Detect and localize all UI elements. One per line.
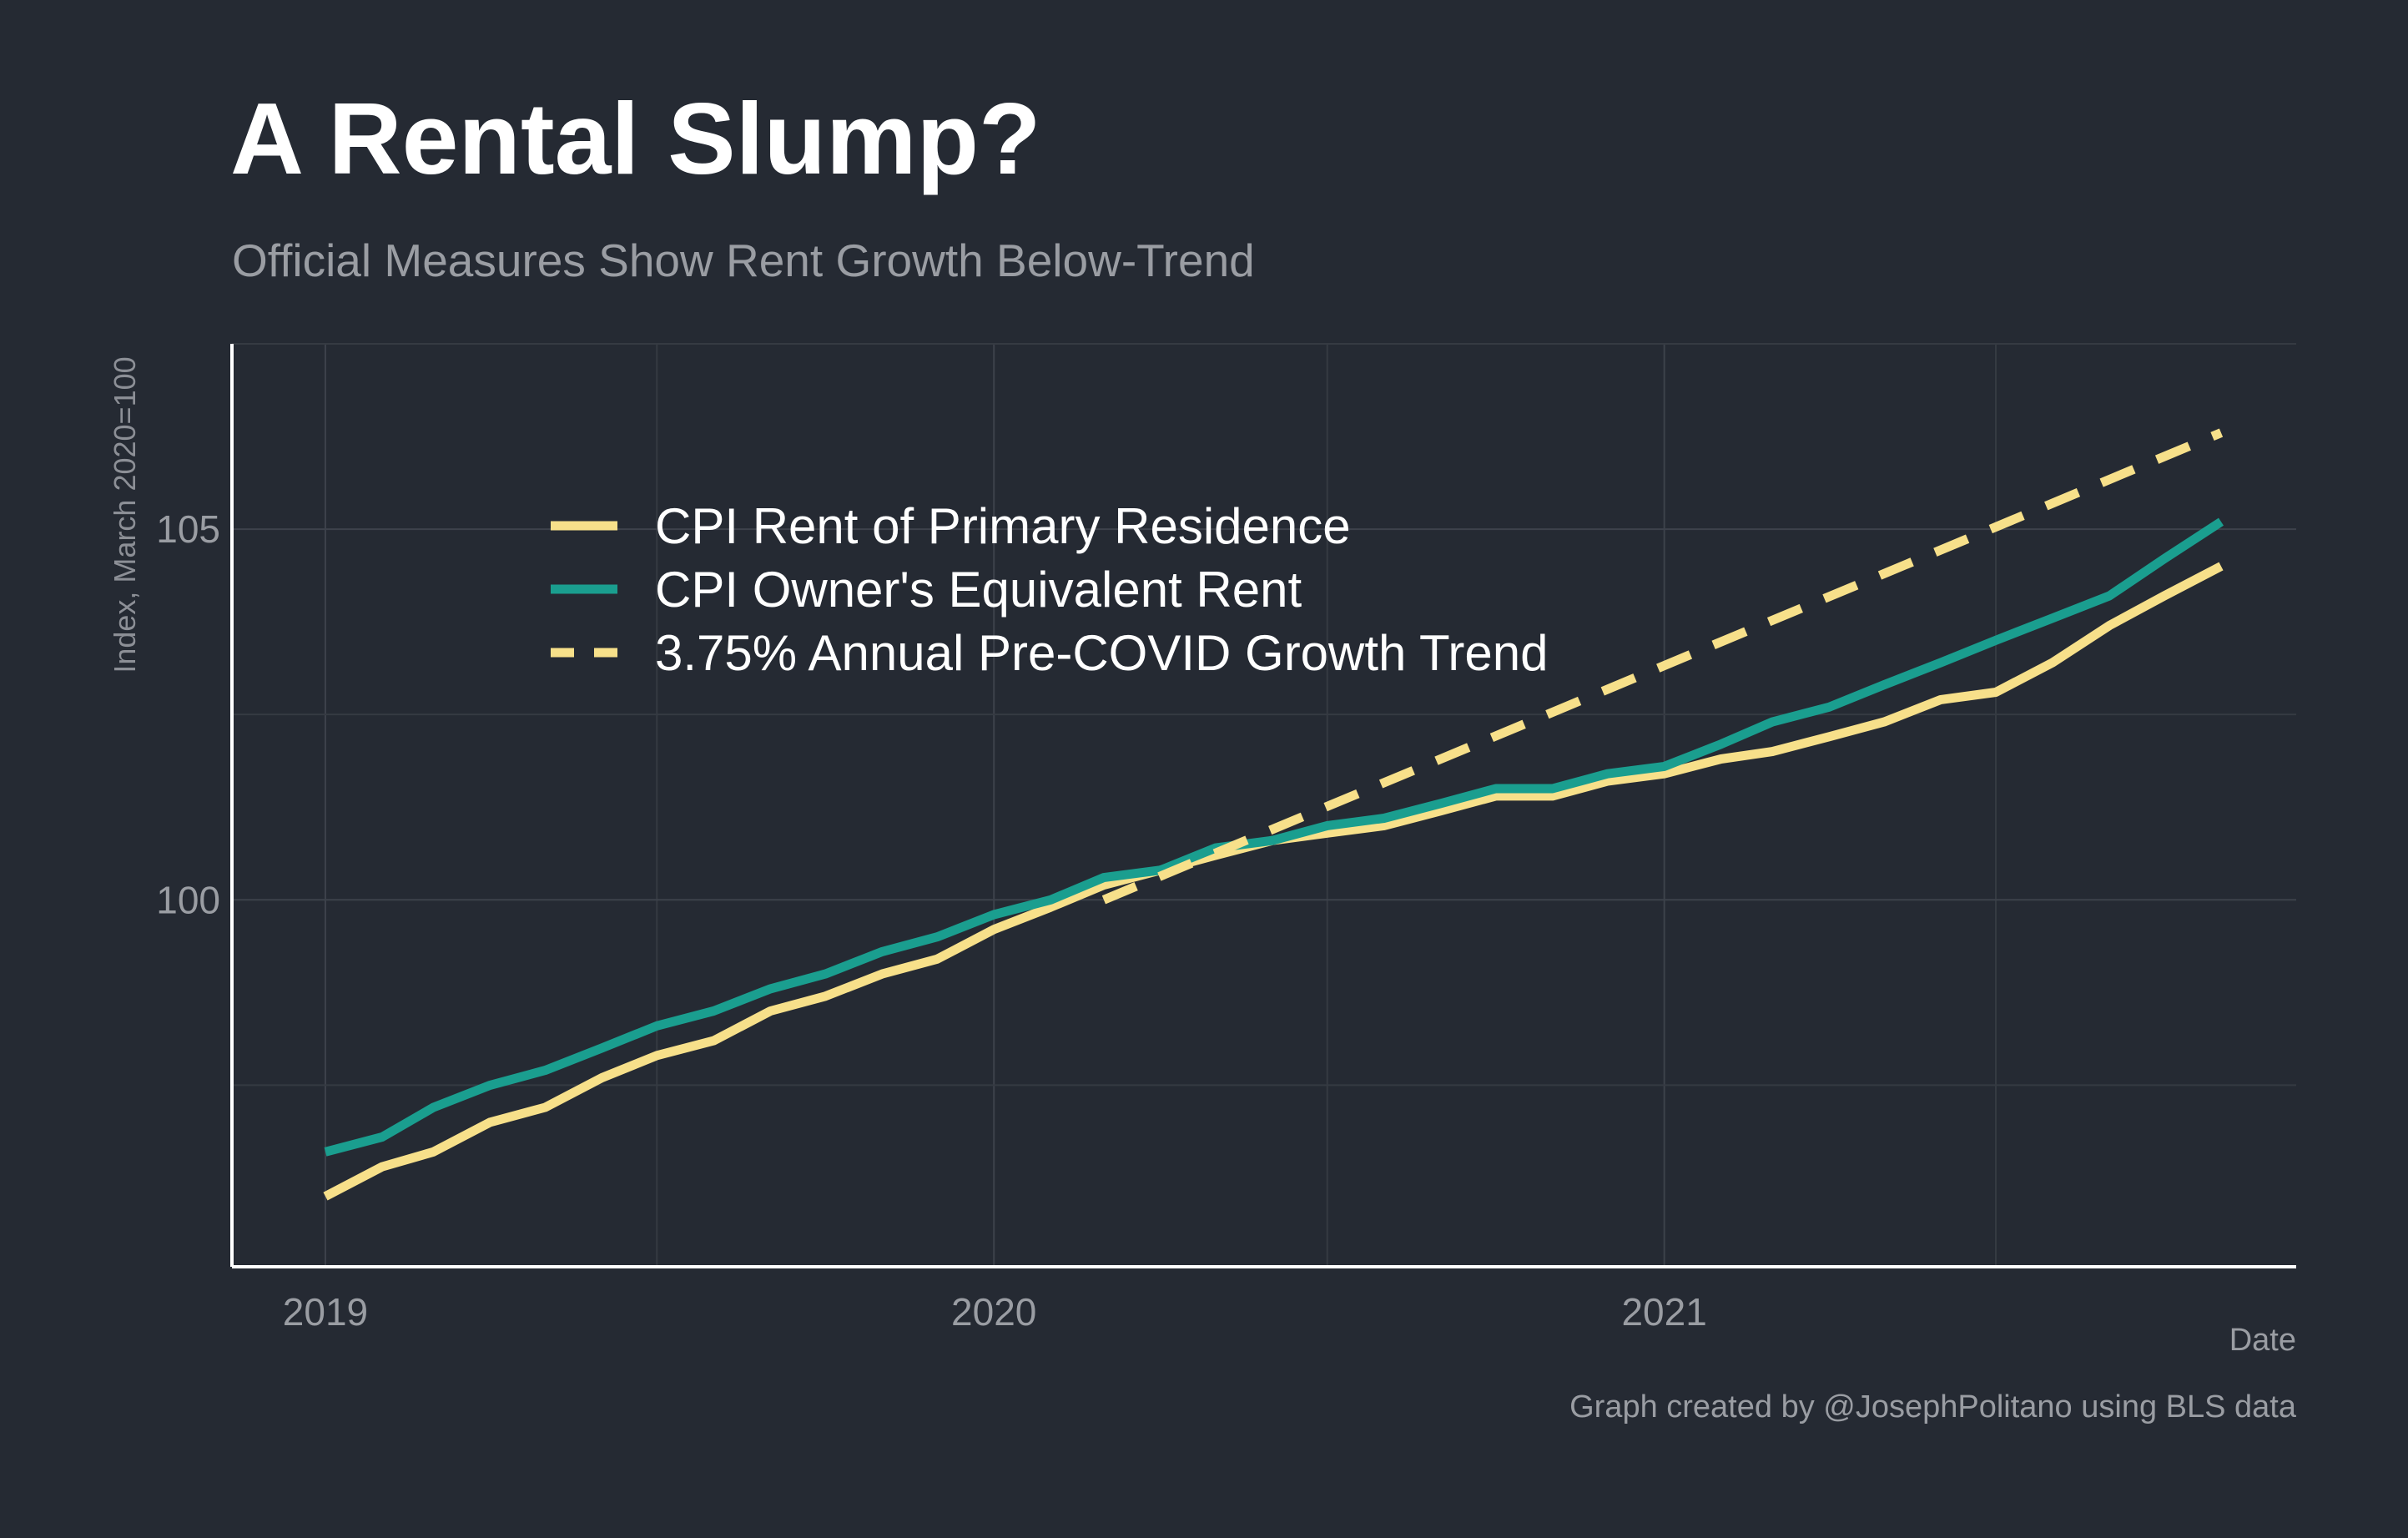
legend-label-0: CPI Rent of Primary Residence [655, 498, 1351, 554]
x-tick-label: 2019 [283, 1290, 368, 1334]
legend: CPI Rent of Primary Residence CPI Owner's… [551, 498, 1549, 681]
x-tick-label: 2020 [951, 1290, 1036, 1334]
y-tick-label: 100 [156, 878, 220, 921]
x-tick-label: 2021 [1621, 1290, 1706, 1334]
series-line-2 [1101, 428, 2224, 905]
source-caption: Graph created by @JosephPolitano using B… [1569, 1389, 2296, 1425]
legend-label-2: 3.75% Annual Pre-COVID Growth Trend [655, 625, 1549, 681]
data-series [323, 428, 2224, 1201]
x-axis-label: Date [2229, 1323, 2296, 1358]
axes [230, 344, 2296, 1268]
legend-label-1: CPI Owner's Equivalent Rent [655, 562, 1302, 618]
chart-subtitle: Official Measures Show Rent Growth Below… [232, 234, 1255, 286]
chart-title: A Rental Slump? [230, 82, 1041, 195]
grid-lines [232, 343, 2296, 1267]
tick-labels: 2019 2020 2021 100 105 [156, 507, 1707, 1334]
y-tick-label: 105 [156, 507, 220, 551]
series-line-1 [324, 517, 2224, 1157]
